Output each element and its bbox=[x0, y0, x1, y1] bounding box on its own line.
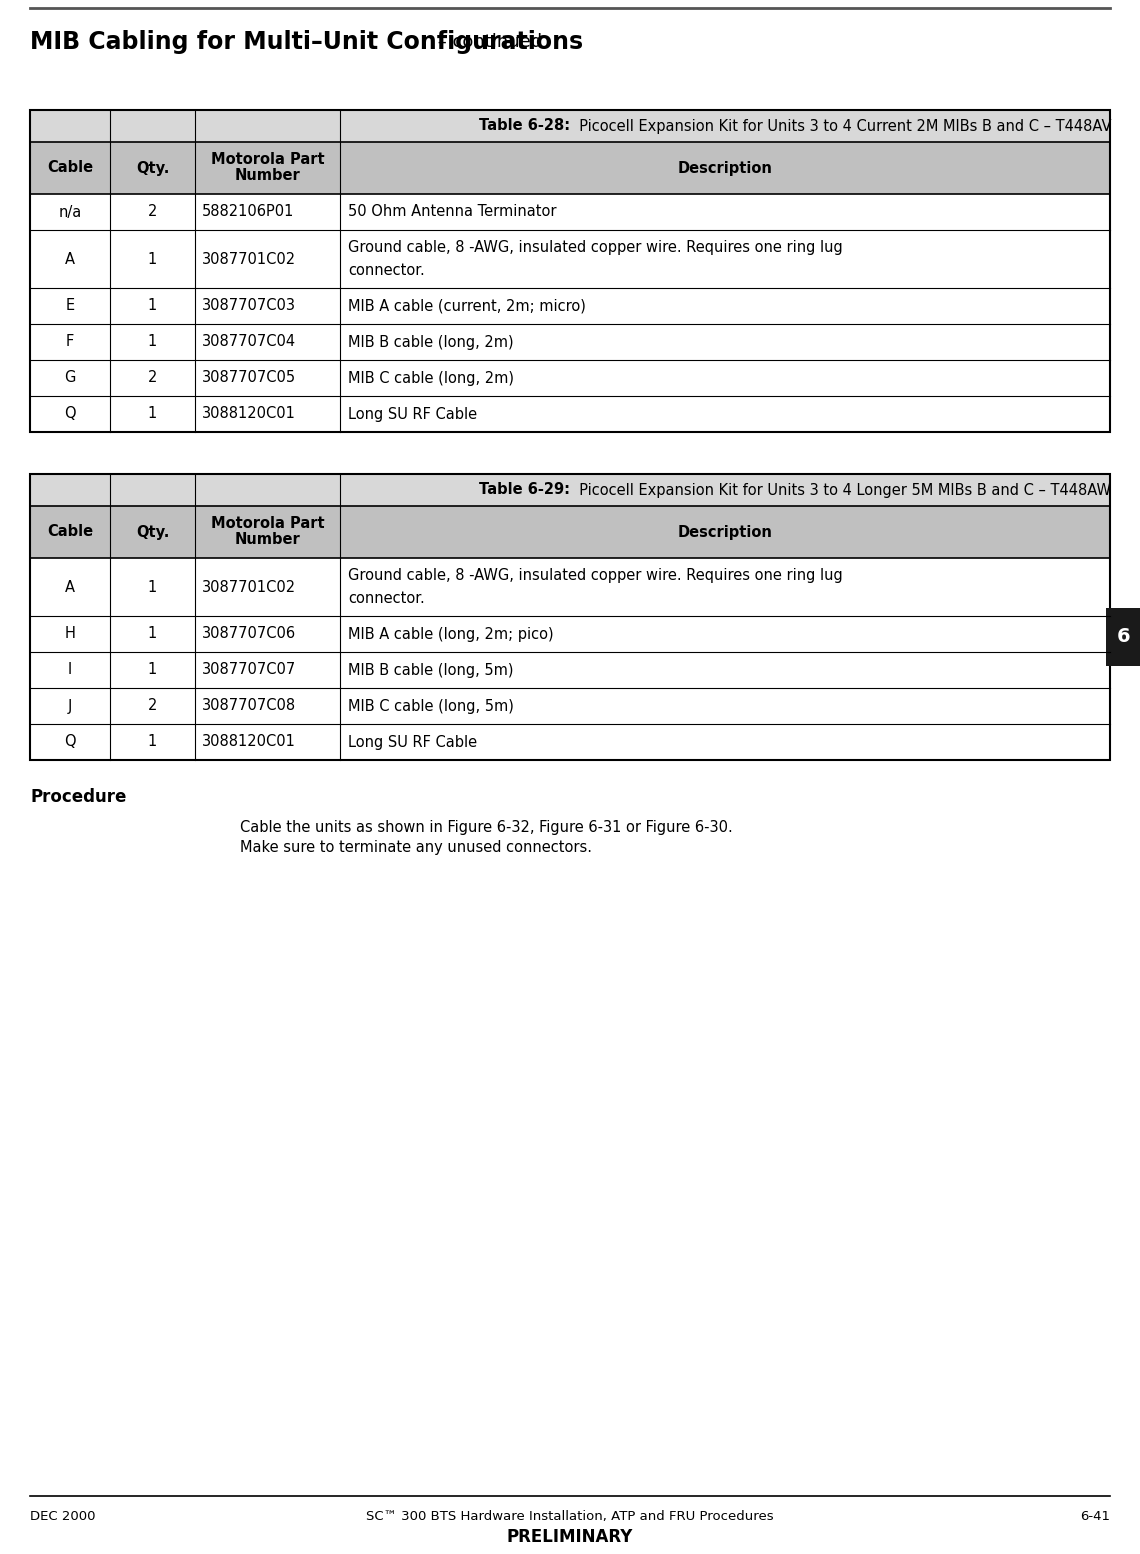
Text: DEC 2000: DEC 2000 bbox=[30, 1510, 96, 1523]
Text: Number: Number bbox=[235, 533, 300, 547]
Text: I: I bbox=[68, 662, 72, 678]
Text: Number: Number bbox=[235, 168, 300, 183]
Bar bbox=[30, 474, 1110, 507]
Text: Description: Description bbox=[677, 160, 773, 176]
Text: Cable: Cable bbox=[47, 525, 93, 539]
Text: 1: 1 bbox=[148, 735, 157, 749]
Text: 6: 6 bbox=[1117, 628, 1131, 646]
Text: 1: 1 bbox=[148, 580, 157, 595]
Text: Cable the units as shown in Figure 6-32, Figure 6-31 or Figure 6-30.: Cable the units as shown in Figure 6-32,… bbox=[241, 821, 733, 834]
Text: 1: 1 bbox=[148, 662, 157, 678]
Text: Long SU RF Cable: Long SU RF Cable bbox=[348, 407, 478, 421]
Text: 3087707C07: 3087707C07 bbox=[202, 662, 296, 678]
Text: 1: 1 bbox=[148, 626, 157, 642]
Text: Procedure: Procedure bbox=[30, 788, 127, 807]
Text: 2: 2 bbox=[148, 370, 157, 385]
Text: 3087707C05: 3087707C05 bbox=[202, 370, 296, 385]
Text: MIB A cable (current, 2m; micro): MIB A cable (current, 2m; micro) bbox=[348, 298, 586, 314]
Text: 3088120C01: 3088120C01 bbox=[202, 735, 296, 749]
Text: A: A bbox=[65, 252, 75, 266]
Text: 1: 1 bbox=[148, 298, 157, 314]
Text: G: G bbox=[64, 370, 75, 385]
Text: Picocell Expansion Kit for Units 3 to 4 Longer 5M MIBs B and C – T448AW: Picocell Expansion Kit for Units 3 to 4 … bbox=[570, 482, 1112, 497]
Text: Qty.: Qty. bbox=[136, 160, 169, 176]
Text: Motorola Part: Motorola Part bbox=[211, 516, 324, 531]
Bar bbox=[1106, 608, 1140, 667]
Text: connector.: connector. bbox=[348, 591, 425, 606]
Text: 2: 2 bbox=[148, 205, 157, 219]
Text: 50 Ohm Antenna Terminator: 50 Ohm Antenna Terminator bbox=[348, 205, 556, 219]
Text: 3087707C06: 3087707C06 bbox=[202, 626, 296, 642]
Text: J: J bbox=[67, 698, 72, 713]
Text: Q: Q bbox=[64, 407, 76, 421]
Text: Table 6-28:: Table 6-28: bbox=[479, 118, 570, 134]
Text: MIB B cable (long, 2m): MIB B cable (long, 2m) bbox=[348, 334, 514, 350]
Text: Table 6-29:: Table 6-29: bbox=[479, 482, 570, 497]
Text: MIB C cable (long, 2m): MIB C cable (long, 2m) bbox=[348, 370, 514, 385]
Bar bbox=[30, 110, 1110, 432]
Text: Long SU RF Cable: Long SU RF Cable bbox=[348, 735, 478, 749]
Text: MIB A cable (long, 2m; pico): MIB A cable (long, 2m; pico) bbox=[348, 626, 554, 642]
Text: 3087707C08: 3087707C08 bbox=[202, 698, 296, 713]
Bar bbox=[30, 474, 1110, 760]
Text: F: F bbox=[66, 334, 74, 350]
Text: Q: Q bbox=[64, 735, 76, 749]
Text: 3087701C02: 3087701C02 bbox=[202, 580, 296, 595]
Text: – continued: – continued bbox=[432, 33, 542, 51]
Text: 1: 1 bbox=[148, 407, 157, 421]
Text: Motorola Part: Motorola Part bbox=[211, 152, 324, 168]
Text: 5882106P01: 5882106P01 bbox=[202, 205, 294, 219]
Bar bbox=[30, 110, 1110, 141]
Text: H: H bbox=[65, 626, 75, 642]
Text: 3087707C03: 3087707C03 bbox=[202, 298, 296, 314]
Text: Description: Description bbox=[677, 525, 773, 539]
Text: Picocell Expansion Kit for Units 3 to 4 Current 2M MIBs B and C – T448AV: Picocell Expansion Kit for Units 3 to 4 … bbox=[570, 118, 1112, 134]
Text: n/a: n/a bbox=[58, 205, 82, 219]
Text: 3087701C02: 3087701C02 bbox=[202, 252, 296, 266]
Text: PRELIMINARY: PRELIMINARY bbox=[507, 1528, 633, 1546]
Text: Ground cable, 8 -AWG, insulated copper wire. Requires one ring lug: Ground cable, 8 -AWG, insulated copper w… bbox=[348, 239, 842, 255]
Text: 1: 1 bbox=[148, 334, 157, 350]
Text: Cable: Cable bbox=[47, 160, 93, 176]
Text: A: A bbox=[65, 580, 75, 595]
Text: MIB B cable (long, 5m): MIB B cable (long, 5m) bbox=[348, 662, 513, 678]
Text: Make sure to terminate any unused connectors.: Make sure to terminate any unused connec… bbox=[241, 841, 592, 855]
Bar bbox=[30, 141, 1110, 194]
Text: 3087707C04: 3087707C04 bbox=[202, 334, 296, 350]
Text: Ground cable, 8 -AWG, insulated copper wire. Requires one ring lug: Ground cable, 8 -AWG, insulated copper w… bbox=[348, 567, 842, 583]
Text: 2: 2 bbox=[148, 698, 157, 713]
Text: 1: 1 bbox=[148, 252, 157, 266]
Text: MIB Cabling for Multi–Unit Configurations: MIB Cabling for Multi–Unit Configuration… bbox=[30, 30, 584, 54]
Text: SC™ 300 BTS Hardware Installation, ATP and FRU Procedures: SC™ 300 BTS Hardware Installation, ATP a… bbox=[366, 1510, 774, 1523]
Bar bbox=[30, 507, 1110, 558]
Text: 6-41: 6-41 bbox=[1080, 1510, 1110, 1523]
Text: MIB C cable (long, 5m): MIB C cable (long, 5m) bbox=[348, 698, 514, 713]
Text: 3088120C01: 3088120C01 bbox=[202, 407, 296, 421]
Text: E: E bbox=[65, 298, 74, 314]
Text: connector.: connector. bbox=[348, 263, 425, 278]
Text: Qty.: Qty. bbox=[136, 525, 169, 539]
